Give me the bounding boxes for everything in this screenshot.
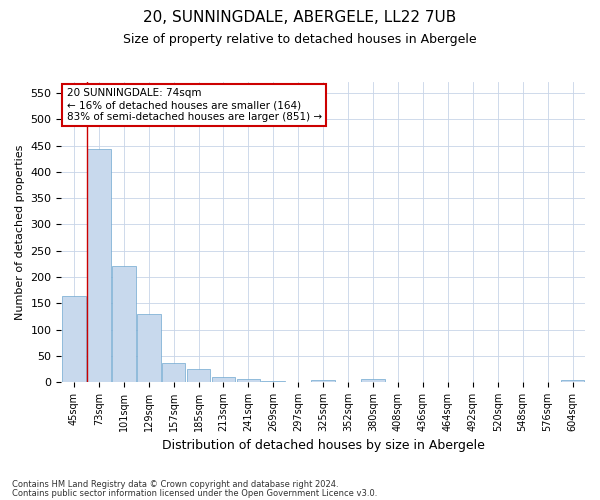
Bar	[137, 314, 161, 382]
Bar	[87, 149, 110, 382]
Bar	[62, 296, 86, 382]
Bar	[560, 380, 584, 382]
Bar	[361, 380, 385, 382]
Bar	[236, 380, 260, 382]
Text: Contains HM Land Registry data © Crown copyright and database right 2024.: Contains HM Land Registry data © Crown c…	[12, 480, 338, 489]
Text: 20, SUNNINGDALE, ABERGELE, LL22 7UB: 20, SUNNINGDALE, ABERGELE, LL22 7UB	[143, 10, 457, 25]
Bar	[162, 362, 185, 382]
Y-axis label: Number of detached properties: Number of detached properties	[15, 144, 25, 320]
Bar	[262, 381, 285, 382]
Text: 20 SUNNINGDALE: 74sqm
← 16% of detached houses are smaller (164)
83% of semi-det: 20 SUNNINGDALE: 74sqm ← 16% of detached …	[67, 88, 322, 122]
Bar	[112, 266, 136, 382]
Bar	[212, 377, 235, 382]
X-axis label: Distribution of detached houses by size in Abergele: Distribution of detached houses by size …	[162, 440, 485, 452]
Text: Size of property relative to detached houses in Abergele: Size of property relative to detached ho…	[123, 32, 477, 46]
Text: Contains public sector information licensed under the Open Government Licence v3: Contains public sector information licen…	[12, 490, 377, 498]
Bar	[311, 380, 335, 382]
Bar	[187, 369, 211, 382]
